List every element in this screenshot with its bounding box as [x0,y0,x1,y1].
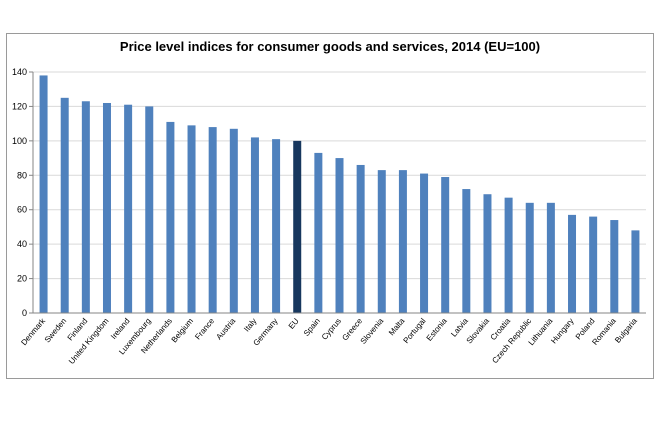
bar [631,230,640,313]
y-tick-label: 40 [17,239,27,249]
bar [124,104,133,313]
bar [39,75,48,313]
x-category-label: EU [287,316,301,330]
bar [504,197,513,313]
bars [39,75,640,314]
bar [187,125,196,313]
x-category-label: Slovakia [465,316,492,345]
bar [208,127,217,313]
x-category-label: Cyprus [320,317,343,342]
bar [102,102,111,313]
x-category-label: Hungary [549,317,575,346]
bar [441,177,450,313]
x-category-label: Estonia [425,316,449,343]
bar [462,189,471,313]
bar [356,164,365,313]
x-category-label: Spain [302,317,322,338]
bar [568,214,577,313]
x-category-label: Denmark [19,316,47,347]
bar [272,139,281,313]
x-category-label: Belgium [170,316,196,344]
chart-frame [6,33,654,379]
x-category-label: Italy [242,317,258,334]
y-tick-label: 120 [12,101,27,111]
y-tick-label: 80 [17,170,27,180]
bar [229,128,238,313]
x-category-label: France [193,316,216,341]
x-category-label: Slovenia [359,316,386,346]
bar [314,152,323,313]
y-tick-label: 60 [17,205,27,215]
bar [293,140,302,313]
y-tick-label: 140 [12,67,27,77]
bar [166,121,175,314]
bar [483,194,492,313]
x-category-label: Malta [387,316,407,337]
bar [398,170,407,313]
bar [610,220,619,313]
bar [525,202,534,313]
x-category-label: Latvia [449,316,470,339]
bar [145,106,154,313]
bar [589,216,598,313]
bar [60,97,69,313]
bar [250,137,259,313]
chart-title: Price level indices for consumer goods a… [119,39,541,54]
y-tick-label: 0 [22,308,27,318]
y-axis-tick-labels: 0 20 40 60 80 100 120 140 [12,67,27,318]
bar [335,158,344,313]
bar [377,170,386,313]
bar [420,173,429,313]
x-category-label: Sweden [43,317,68,345]
x-category-label: Bulgaria [613,316,639,345]
x-category-label: Austria [214,316,237,341]
bar [546,202,555,313]
y-tick-label: 100 [12,136,27,146]
bar [81,101,90,313]
y-tick-label: 20 [17,274,27,284]
x-category-label: Portugal [402,316,428,345]
